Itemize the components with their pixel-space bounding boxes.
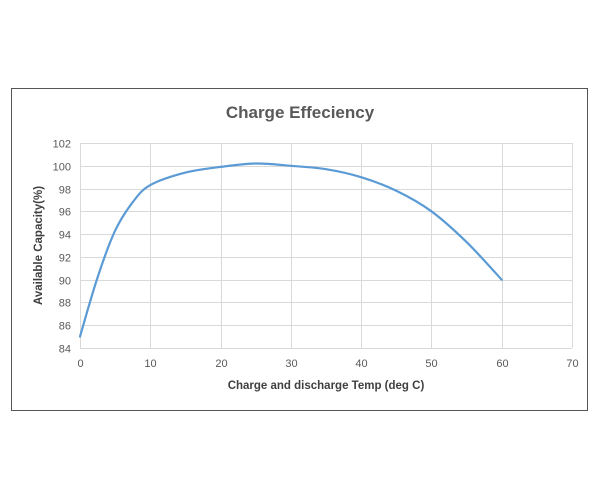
y-tick-label: 88 [59, 298, 71, 310]
series-layer [78, 162, 503, 338]
y-tick-label: 92 [59, 253, 71, 265]
series-line [78, 162, 503, 338]
y-tick-label: 86 [59, 321, 71, 333]
x-tick-label: 10 [144, 358, 156, 370]
y-tick-label: 102 [53, 139, 71, 151]
x-axis-title: Charge and discharge Temp (deg C) [228, 380, 425, 392]
y-tick-label: 96 [59, 207, 71, 219]
x-tick-label: 30 [285, 358, 297, 370]
y-tick-label: 94 [59, 230, 71, 242]
y-tick-label: 100 [53, 162, 71, 174]
x-tick-label: 70 [566, 358, 578, 370]
y-tick-label: 90 [59, 276, 71, 288]
chart-title: Charge Effeciency [226, 103, 375, 122]
y-tick-label: 84 [59, 344, 71, 356]
y-axis-title: Available Capacity(%) [33, 186, 45, 305]
x-tick-label: 60 [496, 358, 508, 370]
x-tick-label: 0 [77, 358, 83, 370]
x-tick-label: 40 [355, 358, 367, 370]
gridlines [80, 143, 573, 349]
x-tick-label: 50 [425, 358, 437, 370]
y-tick-label: 98 [59, 185, 71, 197]
x-tick-label: 20 [215, 358, 227, 370]
